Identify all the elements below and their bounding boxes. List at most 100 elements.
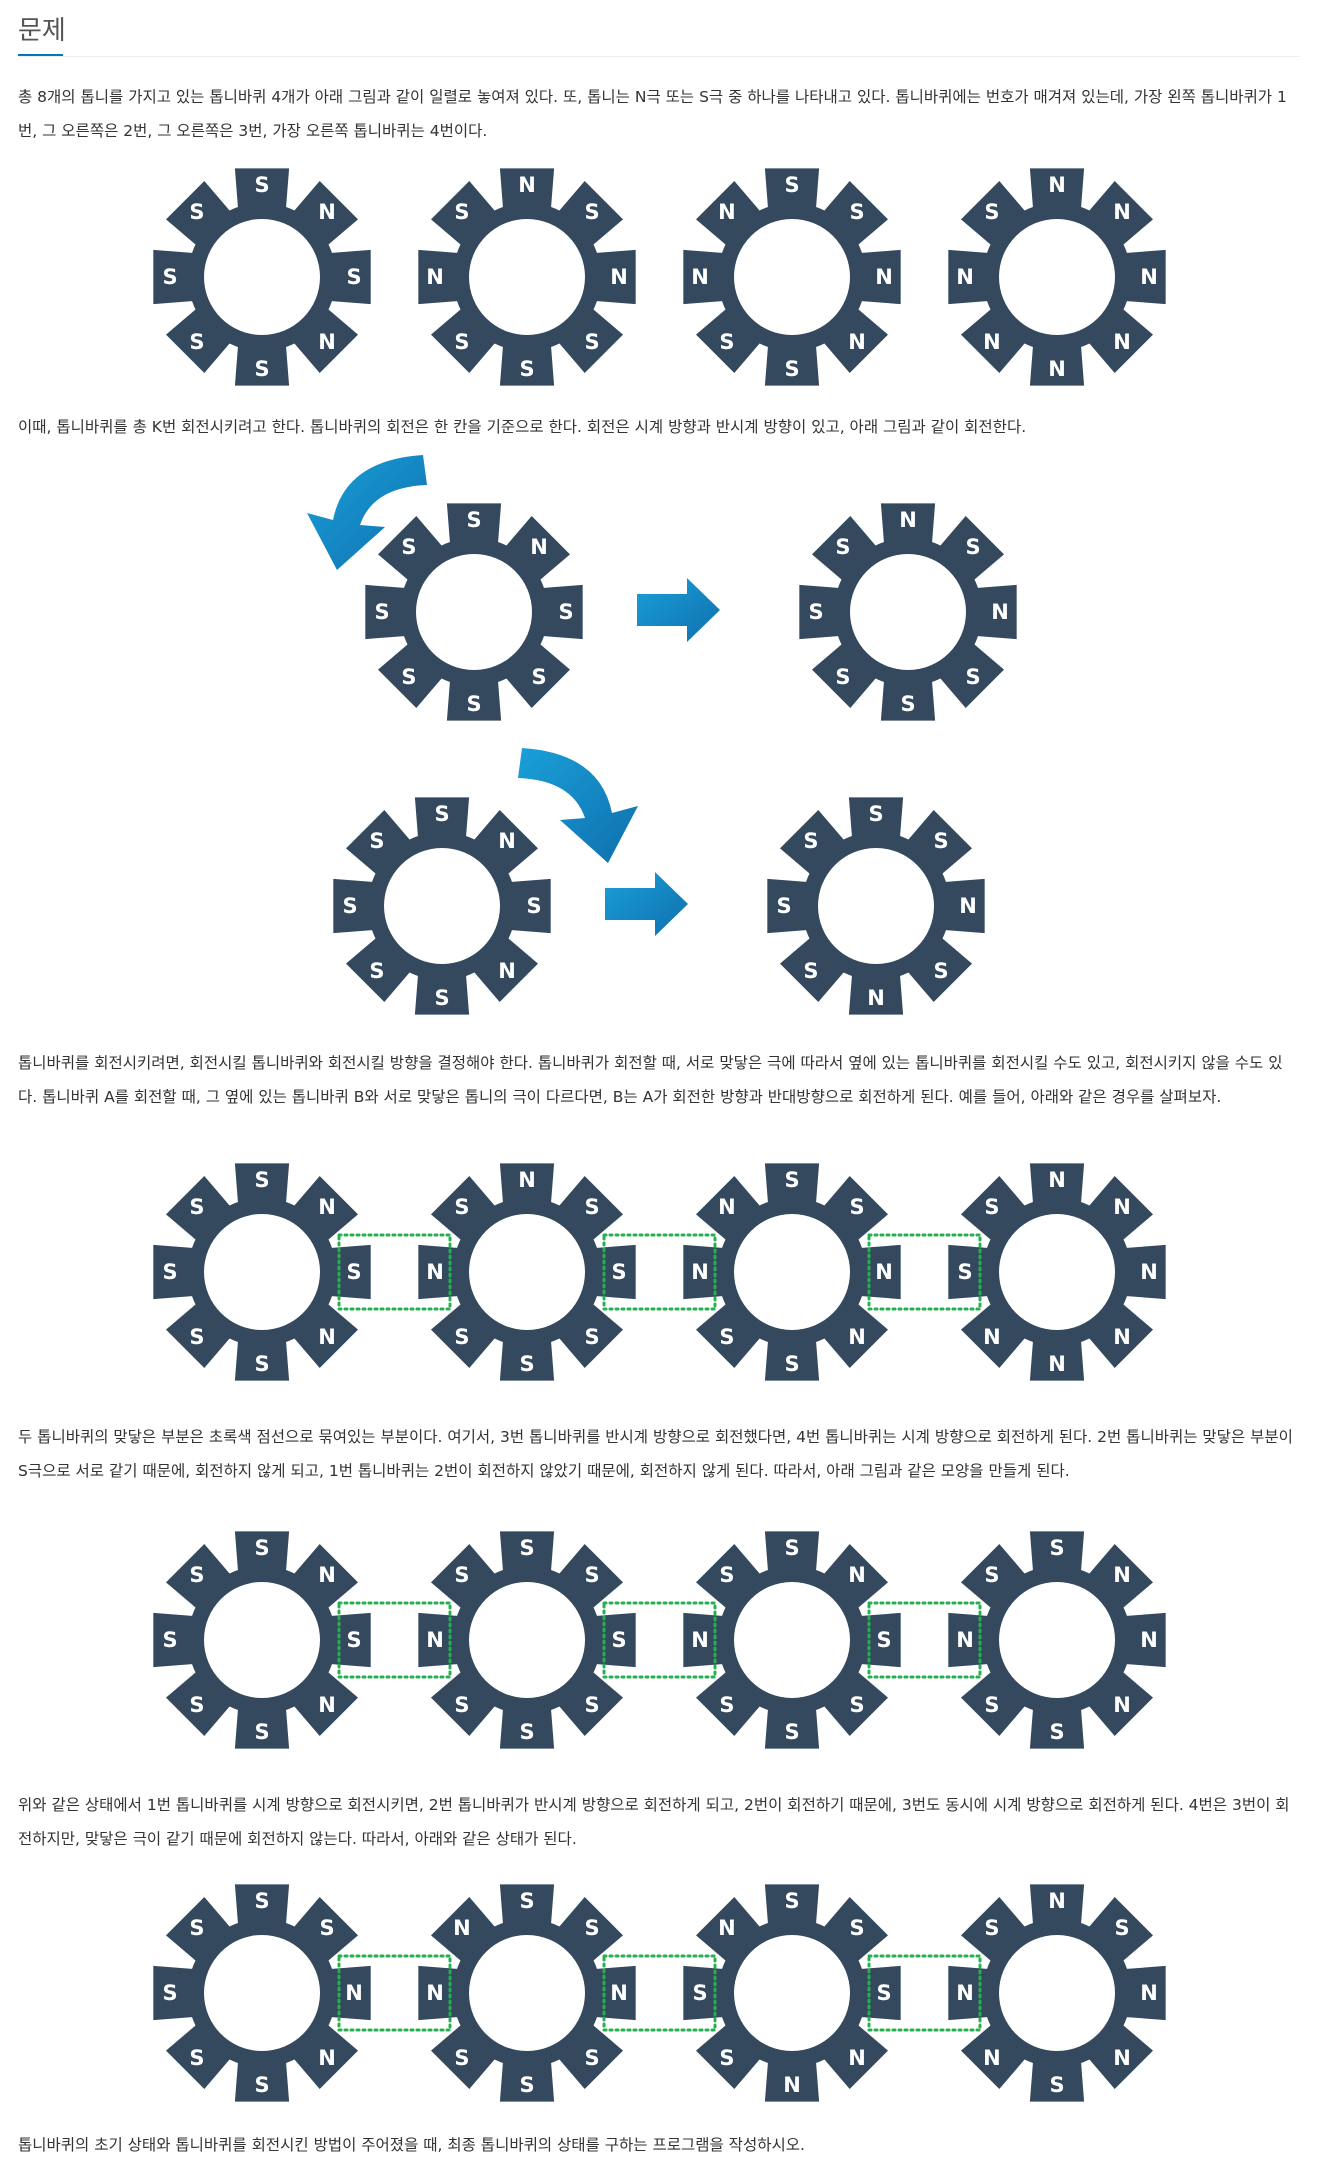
example-before-contact-3 [867, 1233, 982, 1311]
gear-pole-6: S [776, 894, 791, 918]
gear-pole-0: N [899, 508, 917, 532]
gear-body [799, 503, 1017, 721]
gear-pole-6: S [162, 1981, 177, 2005]
gear-pole-6: N [426, 1260, 444, 1284]
gear-pole-3: S [585, 2046, 600, 2070]
gear-pole-7: S [984, 1195, 999, 1219]
gear-pole-6: S [374, 600, 389, 624]
gear-pole-0: N [1048, 1889, 1066, 1913]
example-step1-gear-3: S N S S S S N S [683, 1531, 901, 1749]
gear-pole-1: N [1113, 1563, 1131, 1587]
gear-pole-4: S [519, 1352, 534, 1376]
gear-pole-0: N [518, 173, 536, 197]
gear-pole-3: N [1113, 1693, 1131, 1717]
paragraph-example-1: 두 톱니바퀴의 맞닿은 부분은 초록색 점선으로 묶여있는 부분이다. 여기서,… [18, 1428, 1293, 1480]
gear-pole-6: S [957, 1260, 972, 1284]
gear-pole-3: N [318, 1693, 336, 1717]
gear-pole-3: S [966, 665, 981, 689]
gear-pole-0: S [784, 173, 799, 197]
gear-pole-4: S [900, 692, 915, 716]
gear-pole-5: S [719, 1693, 734, 1717]
gear-pole-5: S [369, 959, 384, 983]
section-title: 문제 [18, 16, 66, 46]
gear-pole-1: S [850, 200, 865, 224]
initial-gear-3: S S N N S S N N [683, 168, 901, 386]
gear-body [153, 168, 371, 386]
gear-pole-5: N [983, 2046, 1001, 2070]
gear-pole-3: S [585, 330, 600, 354]
gear-pole-6: N [426, 1981, 444, 2005]
gear-pole-5: S [454, 330, 469, 354]
gear-body [418, 1163, 636, 1381]
gear-pole-7: S [189, 200, 204, 224]
gear-pole-0: S [254, 1168, 269, 1192]
gear-pole-1: S [585, 200, 600, 224]
gear-pole-3: N [318, 330, 336, 354]
gear-body [767, 797, 985, 1015]
gear-pole-0: S [1049, 1536, 1064, 1560]
example-step2-gear-3: S S S N N S S N [683, 1884, 901, 2102]
title-rule [18, 56, 1300, 57]
gear-pole-3: N [318, 1325, 336, 1349]
gear-pole-5: S [719, 330, 734, 354]
gear-pole-5: S [984, 1693, 999, 1717]
gear-pole-3: N [498, 959, 516, 983]
example-step1-gear-2: S S S S S S N S [418, 1531, 636, 1749]
gear-pole-5: S [189, 1693, 204, 1717]
gear-pole-1: S [966, 535, 981, 559]
gear-pole-7: S [984, 200, 999, 224]
gear-body [948, 1884, 1166, 2102]
gear-pole-1: S [585, 1195, 600, 1219]
gear-pole-5: S [835, 665, 850, 689]
example-step2-contact-2 [602, 1954, 717, 2032]
gear-pole-2: N [610, 1981, 628, 2005]
gear-pole-0: S [784, 1536, 799, 1560]
paragraph-intro: 총 8개의 톱니를 가지고 있는 톱니바퀴 4개가 아래 그림과 같이 일렬로 … [18, 88, 1287, 140]
cw-gear-after: S S N S N S S S [767, 797, 985, 1015]
example-before-gear-2: N S S S S S N S [418, 1163, 636, 1381]
gear-pole-7: S [803, 829, 818, 853]
gear-pole-0: S [434, 802, 449, 826]
gear-pole-5: S [719, 2046, 734, 2070]
gear-pole-6: N [956, 1981, 974, 2005]
gear-pole-1: S [585, 1916, 600, 1940]
gear-pole-4: S [519, 2073, 534, 2097]
title-underline [18, 54, 63, 57]
gear-pole-1: S [585, 1563, 600, 1587]
gear-pole-2: S [876, 1981, 891, 2005]
example-before-gear-4: N N N N N N S S [948, 1163, 1166, 1381]
gear-body [153, 1884, 371, 2102]
gear-pole-7: S [984, 1916, 999, 1940]
ccw-rotation-arrow-icon [307, 455, 427, 570]
gear-pole-7: N [453, 1916, 471, 1940]
gear-pole-3: N [848, 1325, 866, 1349]
gear-body [153, 1531, 371, 1749]
gear-pole-6: S [342, 894, 357, 918]
gear-pole-4: S [1049, 1720, 1064, 1744]
example-step2-contact-3 [867, 1954, 982, 2032]
gear-pole-0: S [784, 1168, 799, 1192]
gear-pole-1: N [498, 829, 516, 853]
gear-pole-2: N [1140, 1628, 1158, 1652]
gear-body [365, 503, 583, 721]
gear-pole-7: S [719, 1563, 734, 1587]
initial-gear-4: N N N N N N N S [948, 168, 1166, 386]
gear-body [683, 1163, 901, 1381]
gear-body [948, 168, 1166, 386]
gear-pole-5: S [803, 959, 818, 983]
gear-pole-3: N [848, 2046, 866, 2070]
cw-result-arrow-icon [605, 872, 688, 936]
gear-body [948, 1531, 1166, 1749]
gear-pole-3: S [585, 1325, 600, 1349]
gear-pole-3: S [532, 665, 547, 689]
gear-pole-4: S [254, 1352, 269, 1376]
gear-pole-1: N [318, 200, 336, 224]
gear-pole-2: S [526, 894, 541, 918]
gear-pole-7: S [984, 1563, 999, 1587]
gear-pole-5: N [983, 1325, 1001, 1349]
gear-pole-6: S [808, 600, 823, 624]
gear-pole-5: S [189, 2046, 204, 2070]
ccw-gear-after: N S N S S S S S [799, 503, 1017, 721]
gear-pole-0: N [1048, 1168, 1066, 1192]
gear-pole-2: N [875, 1260, 893, 1284]
